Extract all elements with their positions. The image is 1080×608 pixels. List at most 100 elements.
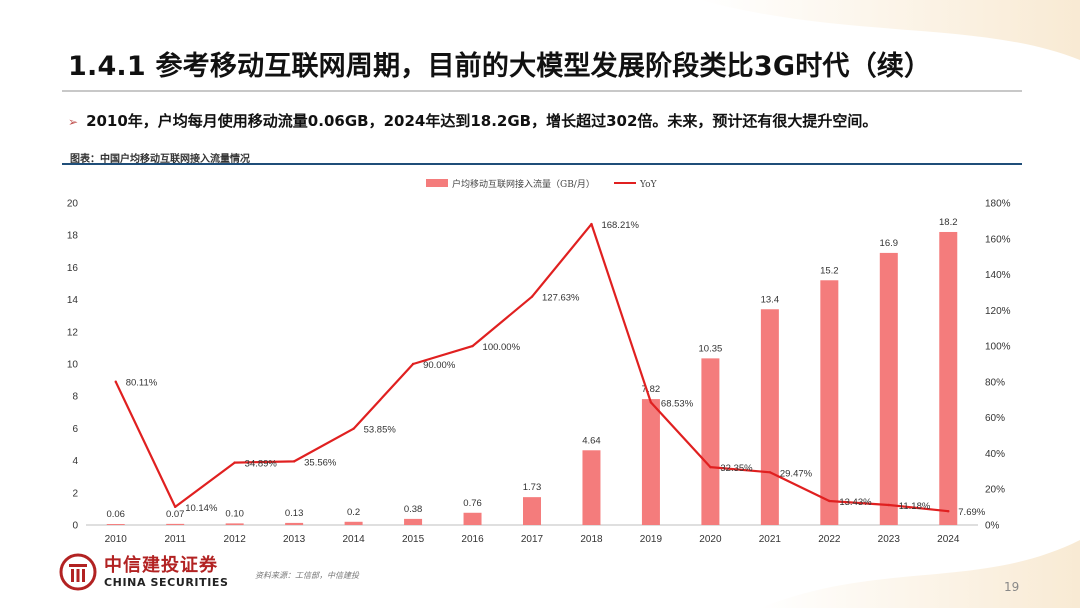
y-left-tick-label: 4 bbox=[72, 456, 78, 467]
logo-chinese-name: 中信建投证券 bbox=[104, 554, 218, 576]
yoy-value-label: 127.63% bbox=[542, 293, 580, 304]
x-tick-label: 2022 bbox=[818, 534, 841, 545]
y-right-tick-label: 0% bbox=[985, 521, 1000, 532]
legend-bar-swatch bbox=[426, 179, 448, 187]
bar-value-label: 0.76 bbox=[463, 498, 482, 509]
y-right-tick-label: 180% bbox=[985, 199, 1011, 210]
yoy-point bbox=[709, 465, 712, 469]
page-number: 19 bbox=[1004, 580, 1020, 594]
yoy-point bbox=[292, 460, 296, 463]
yoy-point bbox=[649, 401, 653, 404]
yoy-value-label: 168.21% bbox=[601, 220, 639, 231]
bar-value-label: 15.2 bbox=[820, 265, 839, 276]
y-right-tick-label: 60% bbox=[985, 413, 1005, 424]
bar bbox=[820, 280, 839, 525]
y-left-tick-label: 10 bbox=[67, 360, 79, 371]
legend-bar-label: 户均移动互联网接入流量（GB/月） bbox=[452, 178, 595, 190]
x-tick-label: 2018 bbox=[580, 534, 603, 545]
yoy-value-label: 7.69% bbox=[958, 507, 985, 518]
x-tick-label: 2014 bbox=[342, 534, 365, 545]
bar-value-label: 10.35 bbox=[699, 343, 723, 354]
x-tick-label: 2013 bbox=[283, 534, 306, 545]
x-tick-label: 2021 bbox=[759, 534, 782, 545]
yoy-point bbox=[530, 295, 534, 298]
x-tick-label: 2020 bbox=[699, 534, 722, 545]
yoy-point bbox=[411, 362, 415, 366]
y-right-tick-label: 80% bbox=[985, 377, 1005, 388]
yoy-value-label: 100.00% bbox=[483, 342, 521, 353]
yoy-value-label: 80.11% bbox=[126, 378, 158, 389]
yoy-point bbox=[590, 222, 593, 226]
bar-value-label: 13.4 bbox=[761, 294, 780, 305]
y-right-tick-label: 100% bbox=[985, 342, 1011, 353]
bar-value-label: 0.13 bbox=[285, 508, 304, 519]
y-left-tick-label: 0 bbox=[72, 521, 78, 532]
bar bbox=[582, 450, 601, 525]
x-tick-label: 2024 bbox=[937, 534, 960, 545]
bar bbox=[701, 358, 720, 525]
bar bbox=[523, 497, 541, 525]
y-right-tick-label: 20% bbox=[985, 485, 1005, 496]
bar bbox=[641, 399, 660, 525]
bar bbox=[463, 512, 482, 525]
yoy-point bbox=[233, 461, 236, 464]
bar bbox=[285, 522, 304, 525]
yoy-value-label: 53.85% bbox=[364, 425, 397, 436]
x-tick-label: 2012 bbox=[224, 534, 247, 545]
bar bbox=[344, 521, 363, 525]
bar-value-label: 0.07 bbox=[166, 509, 185, 520]
yoy-value-label: 13.43% bbox=[839, 497, 872, 508]
yoy-value-label: 68.53% bbox=[661, 398, 694, 409]
yoy-value-label: 29.47% bbox=[780, 468, 813, 479]
y-right-tick-label: 160% bbox=[985, 234, 1011, 245]
bar bbox=[939, 231, 958, 526]
bar-value-label: 1.73 bbox=[523, 482, 542, 493]
x-tick-label: 2019 bbox=[640, 534, 663, 545]
bar-value-label: 18.2 bbox=[939, 217, 958, 228]
y-left-tick-label: 18 bbox=[67, 231, 79, 242]
bar bbox=[404, 518, 423, 525]
bar-value-label: 0.10 bbox=[225, 508, 244, 519]
bar-value-label: 0.2 bbox=[347, 507, 360, 518]
caption-divider bbox=[62, 163, 1022, 165]
y-left-tick-label: 12 bbox=[67, 327, 79, 338]
yoy-value-label: 11.18% bbox=[899, 501, 931, 512]
y-left-tick-label: 16 bbox=[67, 263, 79, 274]
yoy-value-label: 10.14% bbox=[185, 503, 218, 514]
yoy-point bbox=[887, 503, 890, 507]
yoy-value-label: 34.89% bbox=[245, 459, 278, 470]
y-left-tick-label: 2 bbox=[72, 488, 78, 499]
x-tick-label: 2015 bbox=[402, 534, 425, 545]
x-tick-label: 2023 bbox=[878, 534, 901, 545]
bar bbox=[760, 309, 779, 525]
yoy-value-label: 90.00% bbox=[423, 360, 456, 371]
bar-value-label: 0.38 bbox=[404, 504, 423, 515]
y-left-tick-label: 6 bbox=[72, 424, 78, 435]
x-tick-label: 2011 bbox=[164, 534, 186, 545]
bar bbox=[166, 523, 185, 525]
figure-caption: 图表：中国户均移动互联网接入流量情况 bbox=[70, 154, 250, 165]
yoy-point bbox=[174, 505, 177, 509]
logo-english-name: CHINA SECURITIES bbox=[104, 575, 229, 589]
bar-value-label: 16.9 bbox=[880, 238, 899, 249]
bar bbox=[225, 523, 244, 525]
y-left-tick-label: 20 bbox=[67, 199, 79, 210]
bar bbox=[106, 524, 125, 525]
bar-value-label: 0.06 bbox=[106, 509, 125, 520]
summary-bullet: ➢ 2010年，户均每月使用移动流量0.06GB，2024年达到18.2GB，增长… bbox=[68, 110, 877, 131]
yoy-value-label: 35.56% bbox=[304, 457, 337, 468]
source-note: 资料来源：工信部，中信建投 bbox=[255, 571, 359, 580]
y-left-tick-label: 8 bbox=[72, 392, 78, 403]
yoy-point bbox=[768, 471, 772, 474]
yoy-value-label: 32.35% bbox=[720, 463, 753, 474]
summary-text: 2010年，户均每月使用移动流量0.06GB，2024年达到18.2GB，增长超… bbox=[86, 112, 878, 130]
x-tick-label: 2010 bbox=[105, 534, 128, 545]
y-right-tick-label: 40% bbox=[985, 449, 1005, 460]
x-tick-label: 2017 bbox=[521, 534, 544, 545]
china-securities-emblem-icon bbox=[59, 553, 97, 591]
y-right-tick-label: 140% bbox=[985, 270, 1011, 281]
yoy-point bbox=[114, 380, 117, 383]
bar-value-label: 7.82 bbox=[642, 384, 661, 395]
x-tick-label: 2016 bbox=[461, 534, 484, 545]
company-logo: 中信建投证券 CHINA SECURITIES bbox=[58, 552, 229, 592]
